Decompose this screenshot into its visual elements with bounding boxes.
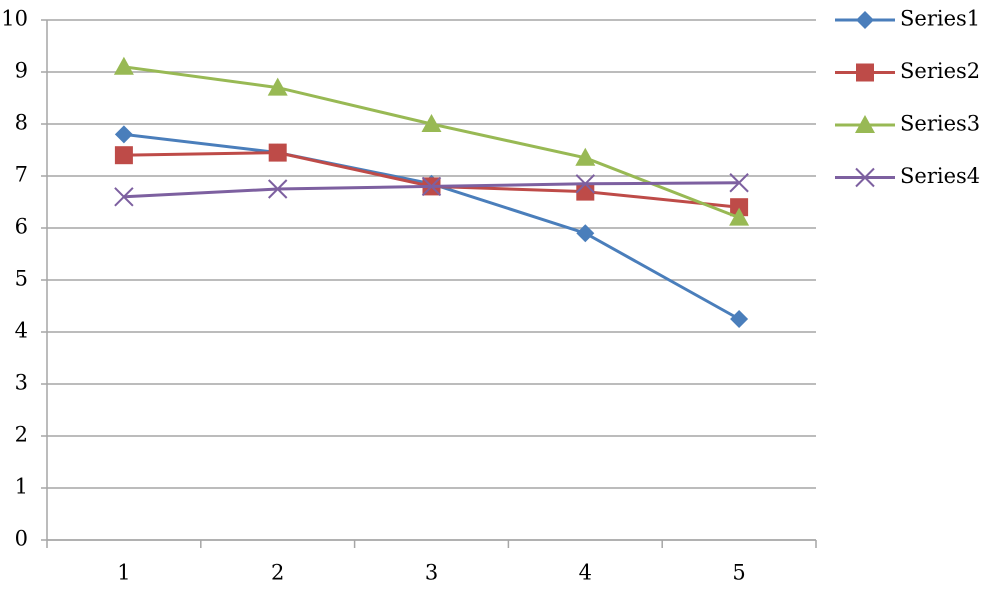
legend-entry: Series4 [835, 164, 980, 188]
legend-label: Series1 [900, 7, 980, 31]
y-tick-label: 0 [15, 527, 28, 551]
legend-label: Series3 [900, 112, 980, 136]
y-tick-label: 4 [15, 319, 28, 343]
x-tick-label: 1 [117, 561, 130, 585]
y-tick-label: 9 [15, 59, 28, 83]
legend-entry: Series3 [835, 112, 980, 136]
marker [267, 179, 288, 199]
y-tick-label: 10 [1, 7, 28, 31]
y-tick-label: 6 [15, 215, 28, 239]
marker [855, 115, 875, 133]
x-tick-label: 5 [732, 561, 745, 585]
marker [729, 207, 750, 226]
marker [855, 167, 875, 188]
y-tick-label: 8 [15, 111, 28, 135]
legend-entry: Series1 [835, 7, 980, 31]
marker [114, 146, 133, 165]
legend-label: Series2 [900, 59, 980, 83]
marker [730, 310, 749, 328]
y-tick-label: 1 [15, 475, 28, 499]
marker [114, 187, 134, 207]
legend-entry: Series2 [835, 59, 980, 83]
marker [575, 174, 596, 194]
y-tick-label: 2 [15, 423, 28, 447]
marker [421, 114, 442, 132]
x-tick-label: 3 [425, 561, 438, 585]
marker [856, 11, 874, 29]
x-tick-label: 4 [579, 561, 592, 585]
marker [421, 176, 442, 197]
marker [576, 224, 595, 243]
y-tick-label: 3 [15, 371, 28, 395]
y-tick-label: 5 [15, 267, 28, 291]
x-tick-label: 2 [271, 561, 284, 585]
marker [267, 77, 288, 96]
series-line [123, 132, 740, 321]
marker [730, 198, 749, 217]
legend-label: Series4 [900, 164, 980, 188]
marker [575, 147, 596, 166]
y-tick-label: 7 [15, 163, 28, 187]
marker [114, 125, 133, 144]
marker [268, 143, 287, 162]
marker [856, 63, 874, 82]
marker [729, 173, 749, 193]
marker [113, 56, 134, 75]
